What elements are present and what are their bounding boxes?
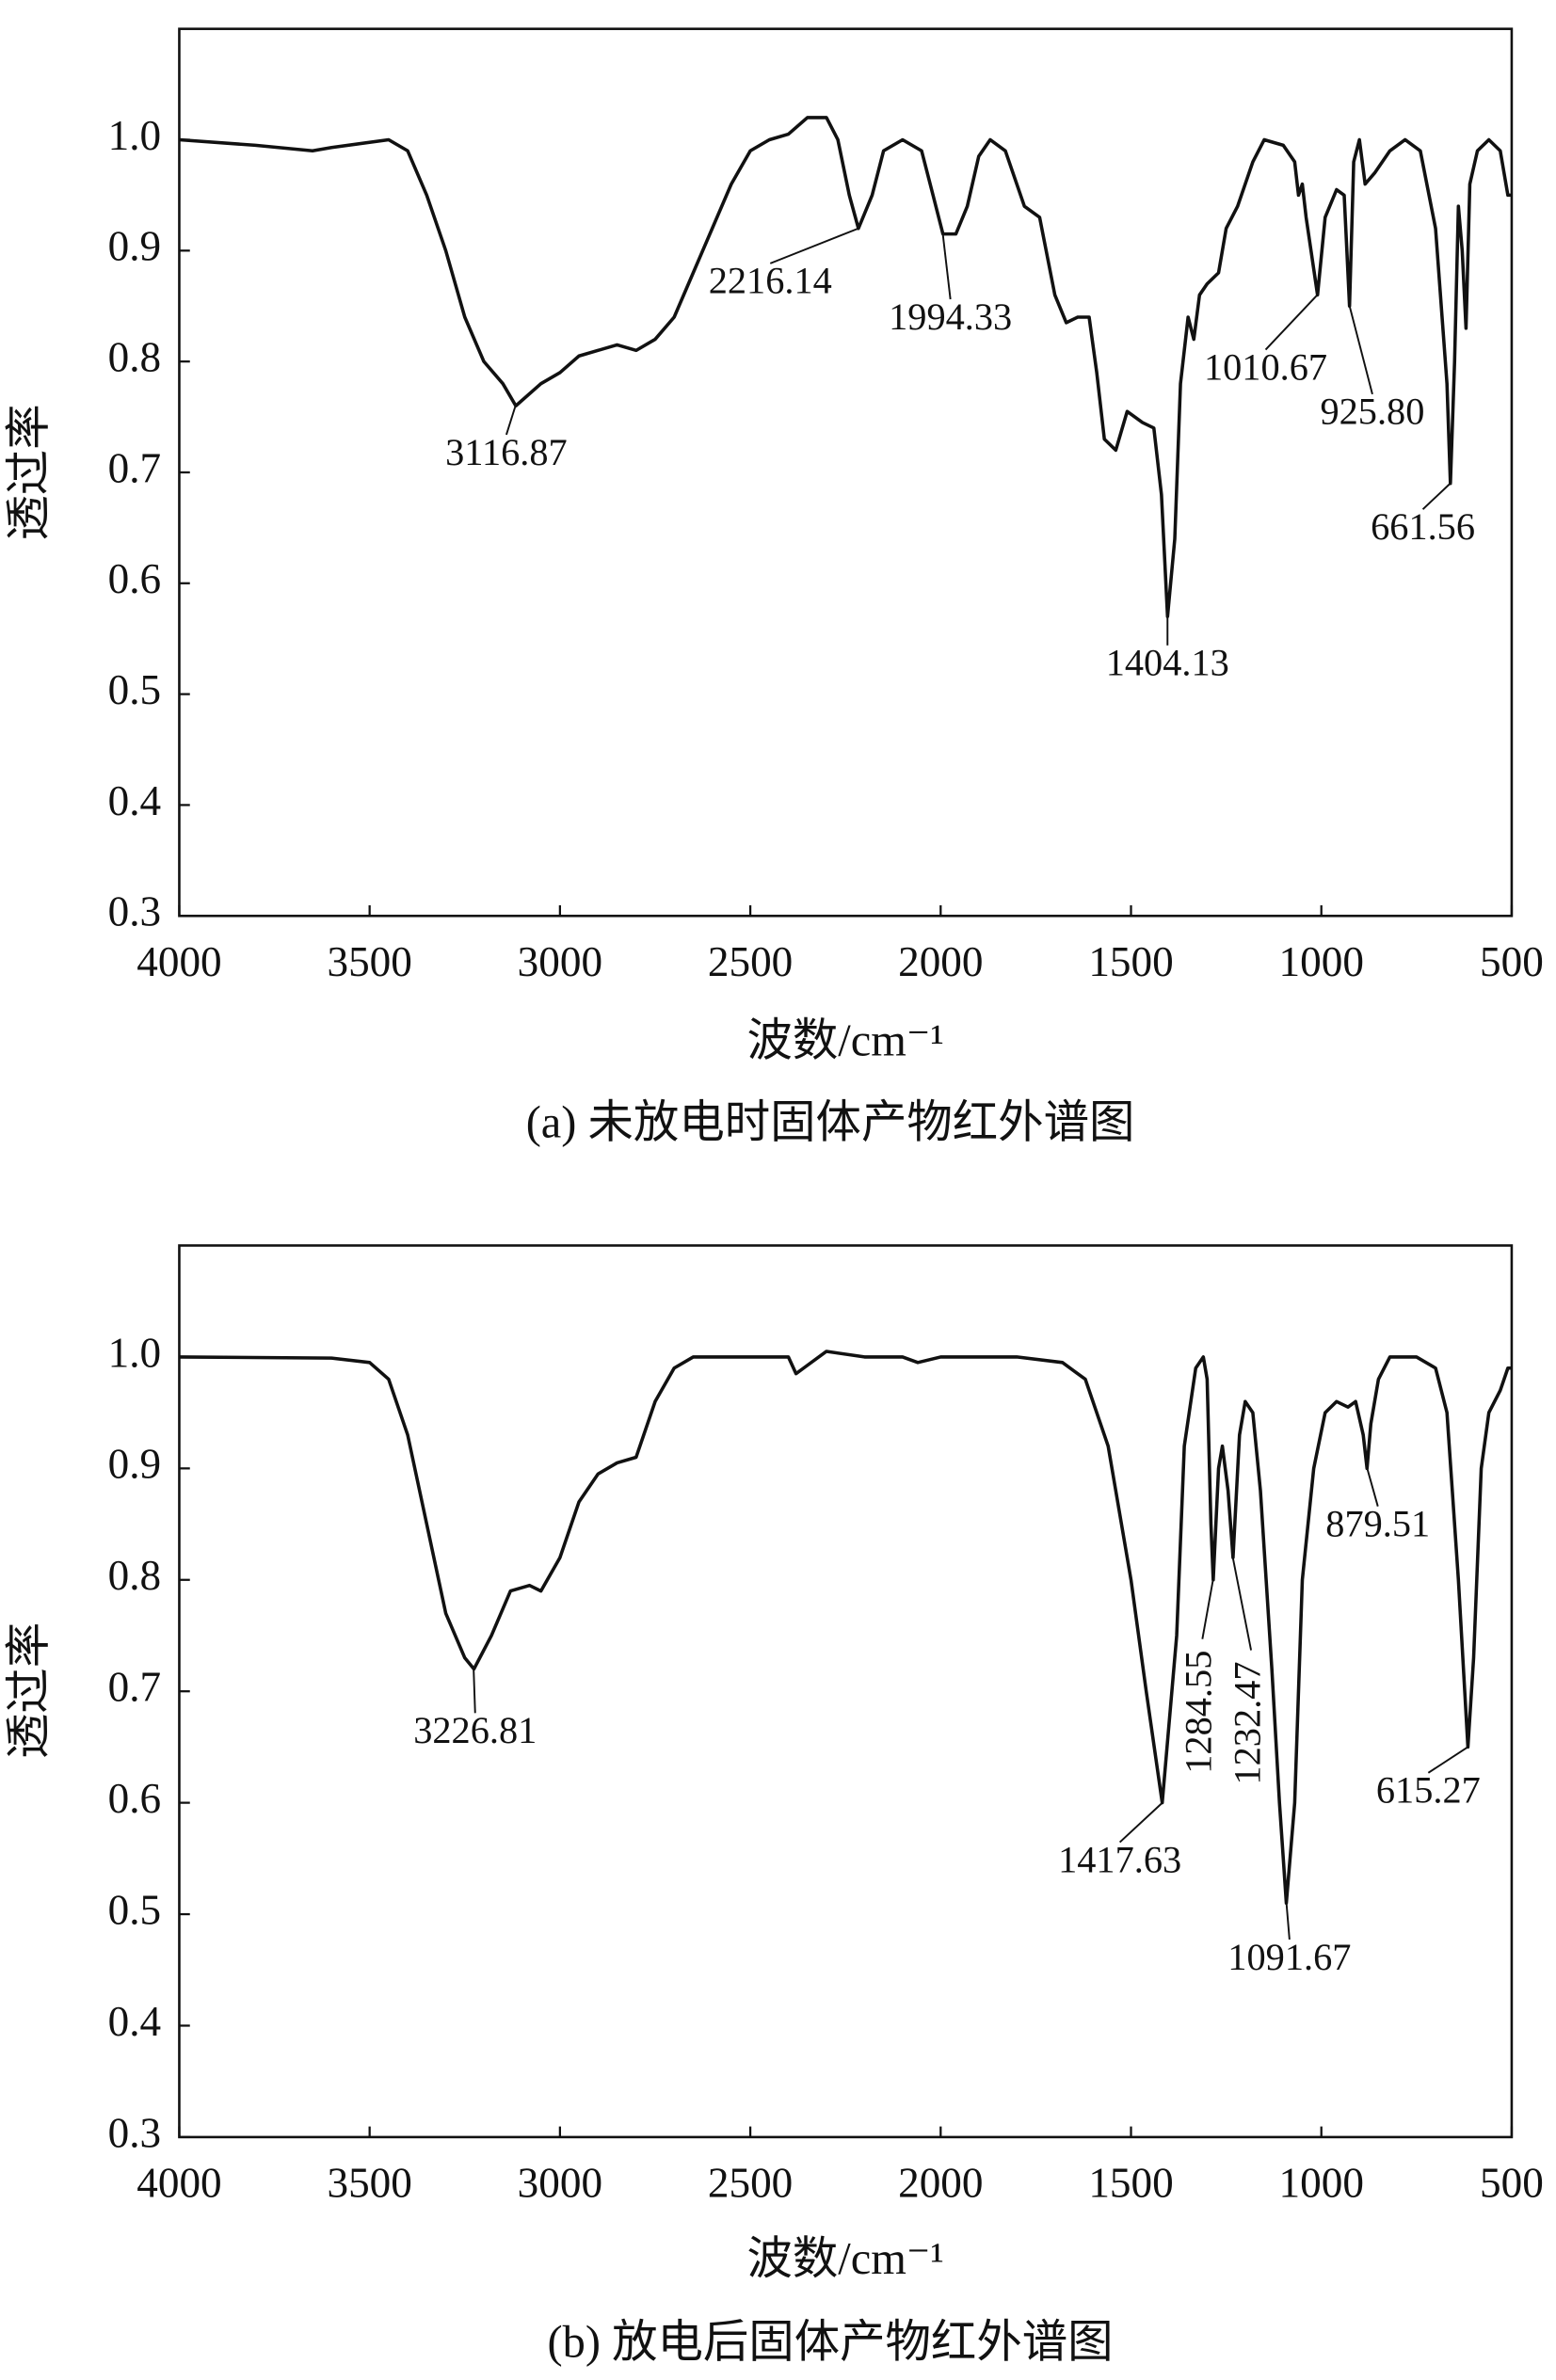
annotation-leader [1231, 1557, 1253, 1651]
y-tick-label: 0.7 [108, 444, 161, 491]
x-tick-label: 3000 [518, 938, 602, 985]
y-tick-label: 0.6 [108, 555, 161, 602]
y-tick-label: 0.4 [108, 777, 161, 824]
x-tick-label: 3500 [327, 2160, 411, 2207]
y-tick-label: 0.4 [108, 1998, 161, 2045]
y-tick-label: 0.3 [108, 2109, 161, 2156]
x-tick-label: 2000 [898, 938, 983, 985]
spectrum-line [179, 1350, 1512, 1905]
y-tick-label: 0.5 [108, 1886, 161, 1933]
annotation-label: 1091.67 [1227, 1936, 1351, 1978]
annotation-label: 1994.33 [889, 296, 1012, 338]
annotation-label: 615.27 [1376, 1769, 1481, 1812]
annotation-label: 1010.67 [1204, 345, 1327, 388]
annotation-label: 879.51 [1325, 1503, 1430, 1545]
y-tick-label: 0.9 [108, 223, 161, 270]
y-tick-label: 0.7 [108, 1664, 161, 1711]
y-tick-label: 0.8 [108, 334, 161, 381]
figure-content: 0.3 0.4 0.5 0.6 0.7 0.8 0.9 1.0 4000 3500 3000 2500… [5, 27, 1544, 2368]
annotation-label: 1417.63 [1058, 1838, 1181, 1880]
annotation-leader [473, 1669, 476, 1714]
annotation-leader [941, 233, 952, 300]
y-axis-label: 透过率 [5, 1622, 55, 1759]
y-axis-label: 透过率 [5, 404, 55, 540]
annotation-leader [1421, 483, 1452, 510]
annotation-leader [1201, 1579, 1214, 1639]
x-tick-label: 1000 [1279, 938, 1364, 985]
y-tick-label: 1.0 [108, 1329, 161, 1376]
x-axis-label: 波数/cm⁻¹ [746, 1016, 943, 1066]
annotation-label: 3226.81 [413, 1709, 537, 1751]
x-tick-label: 500 [1480, 2160, 1544, 2207]
y-tick-label: 0.3 [108, 888, 161, 935]
x-tick-label: 1000 [1279, 2160, 1364, 2207]
chart: 0.3 0.4 0.5 0.6 0.7 0.8 0.9 1.0 4000 3500 3000 2500… [5, 27, 1544, 1148]
chart: 0.3 0.4 0.5 0.6 0.7 0.8 0.9 1.0 4000 3500 3000 2500… [5, 1244, 1544, 2368]
annotation-label: 1284.55 [1178, 1651, 1220, 1774]
x-tick-label: 4000 [136, 938, 221, 985]
x-tick-label: 4000 [136, 2160, 221, 2207]
spectrum-line [179, 116, 1512, 618]
x-tick-label: 2500 [708, 2160, 793, 2207]
plot-frame [178, 1244, 1514, 2139]
x-axis-label: 波数/cm⁻¹ [746, 2234, 943, 2284]
annotation-leader [1285, 1903, 1291, 1941]
x-tick-label: 3500 [327, 938, 411, 985]
annotation-leader [1348, 305, 1373, 395]
caption: (b) 放电后固体产物红外谱图 [548, 2318, 1114, 2368]
x-tick-label: 500 [1480, 938, 1544, 985]
annotation-label: 1404.13 [1106, 642, 1229, 684]
y-tick-label: 0.8 [108, 1552, 161, 1599]
x-tick-label: 1500 [1088, 2160, 1173, 2207]
annotation-label: 2216.14 [709, 260, 832, 302]
annotation-label: 3116.87 [445, 431, 568, 473]
y-tick-label: 1.0 [108, 112, 161, 159]
annotation-leader [1427, 1746, 1468, 1774]
caption: (a) 未放电时固体产物红外谱图 [526, 1098, 1135, 1148]
x-tick-label: 2500 [708, 938, 793, 985]
y-tick-label: 0.9 [108, 1441, 161, 1488]
annotation-leader [1118, 1801, 1163, 1844]
x-tick-label: 1500 [1088, 938, 1173, 985]
annotation-leader [1366, 1468, 1379, 1507]
y-tick-label: 0.5 [108, 666, 161, 713]
annotation-label: 1232.47 [1226, 1661, 1268, 1784]
annotation-leader [505, 405, 517, 436]
annotation-leader [769, 227, 859, 264]
plot-frame [178, 27, 1514, 918]
annotation-label: 661.56 [1371, 505, 1475, 548]
x-tick-label: 3000 [518, 2160, 602, 2207]
annotation-leader [1264, 294, 1319, 351]
y-tick-label: 0.6 [108, 1775, 161, 1822]
annotation-label: 925.80 [1320, 391, 1424, 433]
x-tick-label: 2000 [898, 2160, 983, 2207]
